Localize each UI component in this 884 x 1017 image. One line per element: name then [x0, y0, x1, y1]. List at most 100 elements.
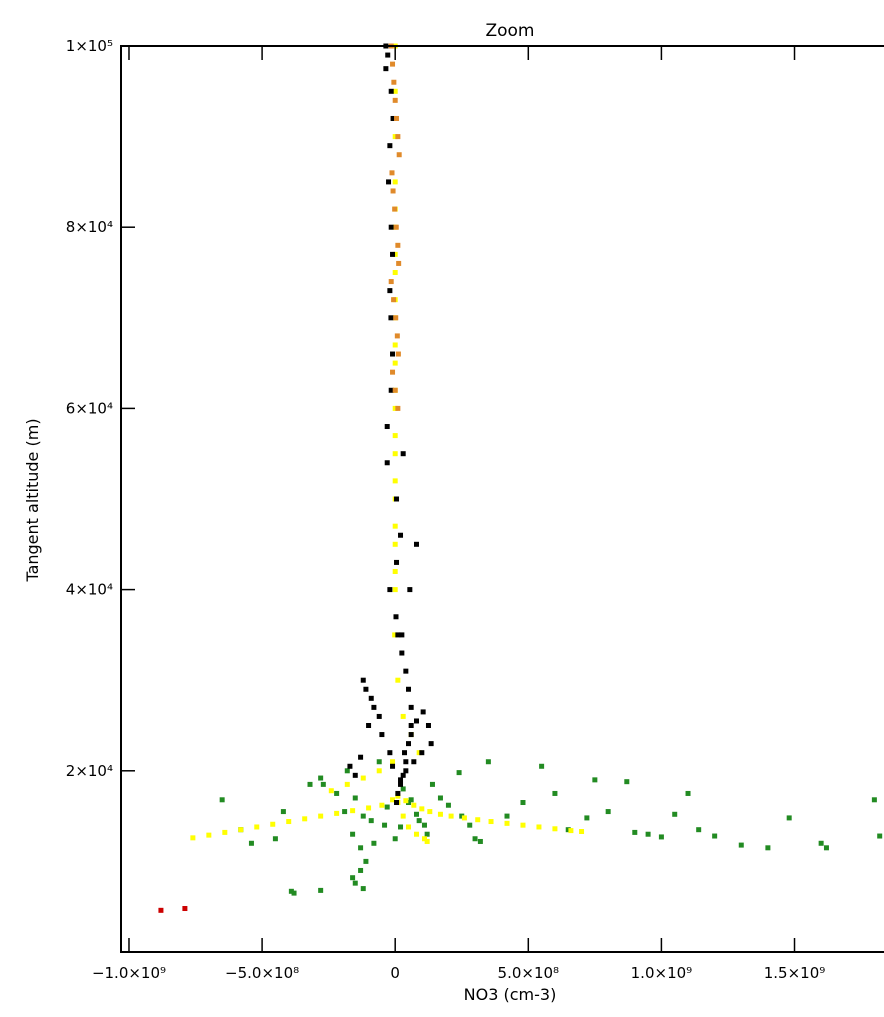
data-point	[398, 777, 404, 783]
data-point	[400, 713, 406, 719]
data-point	[424, 838, 430, 844]
data-point	[387, 750, 393, 756]
data-point	[358, 754, 364, 760]
plot-area: −1.0×10⁹ −5.0×10⁸ 0 5.0×10⁸ 1.0×10⁹ 1.5×10⁹ 2…	[66, 37, 884, 982]
data-point	[520, 800, 526, 806]
data-point	[388, 387, 394, 393]
series-3	[388, 43, 402, 411]
data-point	[288, 888, 294, 894]
y-axis-label: Tangent altitude (m)	[23, 418, 42, 582]
data-point	[408, 797, 414, 803]
data-point	[877, 833, 883, 839]
data-point	[408, 704, 414, 710]
data-point	[366, 805, 372, 811]
data-point	[395, 677, 401, 683]
data-point	[350, 831, 356, 837]
data-point	[392, 360, 398, 366]
data-point	[392, 387, 398, 393]
data-point	[272, 836, 278, 842]
data-point	[392, 134, 398, 140]
data-point	[392, 405, 398, 411]
data-point	[406, 686, 412, 692]
data-point	[390, 759, 396, 765]
data-point	[393, 224, 399, 230]
data-point	[427, 809, 433, 815]
data-point	[318, 813, 324, 819]
data-point	[376, 759, 382, 765]
data-point	[392, 478, 398, 484]
data-point	[360, 677, 366, 683]
data-point	[685, 790, 691, 796]
data-point	[384, 460, 390, 466]
series-2	[347, 43, 434, 806]
data-point	[552, 826, 558, 832]
data-point	[403, 798, 409, 804]
data-point	[368, 818, 374, 824]
data-point	[536, 824, 542, 830]
data-point	[158, 907, 164, 913]
data-point	[413, 541, 419, 547]
data-point	[344, 768, 350, 774]
data-point	[459, 813, 465, 819]
data-point	[376, 713, 382, 719]
data-point	[403, 759, 409, 765]
data-point	[358, 845, 364, 851]
data-point	[392, 270, 398, 275]
data-point	[389, 170, 395, 176]
data-point	[390, 351, 396, 357]
data-point	[394, 559, 400, 565]
data-point	[672, 811, 678, 817]
x-tick-label: −5.0×10⁸	[225, 964, 299, 982]
data-point	[392, 568, 398, 574]
data-point	[350, 808, 356, 814]
data-point	[390, 763, 396, 769]
data-point	[565, 827, 571, 833]
data-point	[382, 822, 388, 828]
data-point	[366, 723, 372, 728]
data-point	[472, 836, 478, 842]
data-point	[456, 770, 462, 776]
data-point	[421, 822, 427, 828]
data-point	[379, 802, 385, 808]
x-tick-label: 1.5×10⁹	[764, 964, 826, 982]
data-point	[399, 650, 405, 656]
data-point	[398, 781, 404, 787]
data-point	[363, 686, 369, 692]
data-point	[388, 279, 394, 285]
data-point	[387, 288, 393, 294]
x-tick-label: 0	[390, 964, 400, 982]
data-point	[358, 867, 364, 873]
data-point	[392, 97, 398, 103]
data-point	[395, 790, 401, 796]
data-point	[416, 750, 422, 756]
data-point	[712, 833, 718, 839]
data-point	[419, 750, 425, 756]
data-point	[429, 781, 435, 787]
data-point	[388, 224, 394, 230]
data-point	[392, 206, 398, 212]
data-point	[302, 816, 308, 822]
data-point	[400, 772, 406, 778]
data-point	[871, 797, 877, 803]
data-point	[360, 775, 366, 781]
data-point	[400, 451, 406, 457]
data-point	[392, 88, 398, 94]
data-point	[286, 819, 292, 825]
data-point	[425, 723, 431, 728]
data-point	[696, 827, 702, 833]
data-point	[390, 797, 396, 803]
data-point	[419, 806, 425, 812]
data-point	[413, 811, 419, 817]
data-point	[392, 433, 398, 439]
data-point	[385, 52, 391, 58]
data-point	[384, 804, 390, 810]
data-point	[392, 251, 398, 257]
data-point	[388, 315, 394, 321]
data-point	[320, 781, 326, 787]
data-point	[307, 781, 313, 787]
data-point	[411, 802, 417, 808]
data-point	[390, 61, 396, 67]
data-point	[406, 800, 412, 806]
data-point	[394, 115, 400, 121]
data-point	[318, 887, 324, 893]
